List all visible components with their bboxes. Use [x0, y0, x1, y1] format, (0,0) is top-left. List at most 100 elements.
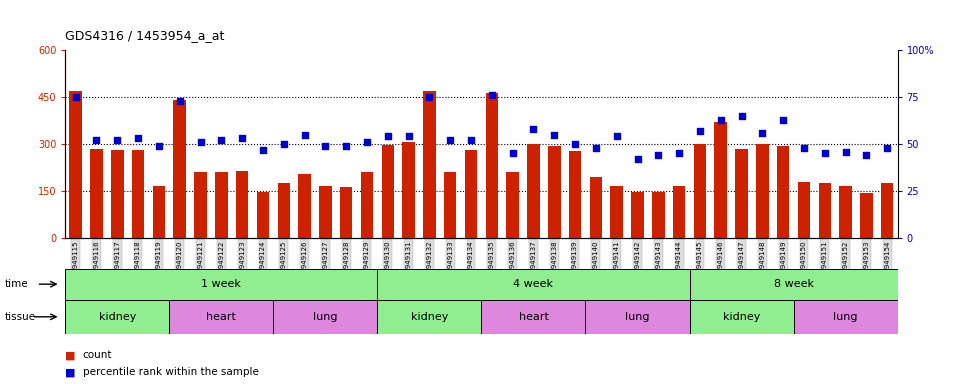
- Bar: [486, 93, 498, 238]
- Point: [796, 145, 811, 151]
- Bar: [689, 300, 794, 334]
- Point: [152, 143, 167, 149]
- Text: heart: heart: [518, 312, 548, 322]
- Bar: [756, 144, 769, 238]
- Bar: [319, 186, 331, 238]
- Point: [609, 133, 624, 139]
- Bar: [215, 172, 228, 238]
- Text: 4 week: 4 week: [514, 279, 554, 289]
- Bar: [548, 146, 561, 238]
- Text: kidney: kidney: [723, 312, 760, 322]
- Bar: [444, 172, 456, 238]
- Point: [193, 139, 208, 145]
- Point: [359, 139, 374, 145]
- Text: tissue: tissue: [5, 312, 36, 322]
- Bar: [819, 183, 831, 238]
- Bar: [507, 172, 519, 238]
- Bar: [881, 183, 894, 238]
- Bar: [111, 150, 124, 238]
- Point: [131, 135, 146, 141]
- Bar: [274, 300, 377, 334]
- Text: lung: lung: [833, 312, 858, 322]
- Point: [339, 143, 354, 149]
- Bar: [174, 100, 186, 238]
- Text: ■: ■: [65, 350, 80, 360]
- Text: kidney: kidney: [99, 312, 136, 322]
- Text: count: count: [83, 350, 112, 360]
- Point: [276, 141, 292, 147]
- Point: [733, 113, 749, 119]
- Point: [255, 147, 271, 153]
- Bar: [569, 151, 582, 238]
- Bar: [735, 149, 748, 238]
- Bar: [277, 183, 290, 238]
- Bar: [236, 170, 249, 238]
- Point: [172, 98, 187, 104]
- Point: [109, 137, 125, 143]
- Bar: [69, 91, 82, 238]
- Bar: [169, 300, 274, 334]
- Text: ■: ■: [65, 367, 80, 377]
- Point: [297, 132, 312, 138]
- Bar: [589, 177, 602, 238]
- Point: [526, 126, 541, 132]
- Point: [89, 137, 105, 143]
- Bar: [689, 269, 898, 300]
- Bar: [839, 186, 852, 238]
- Text: lung: lung: [313, 312, 338, 322]
- Point: [630, 156, 645, 162]
- Bar: [632, 192, 644, 238]
- Point: [68, 94, 84, 100]
- Point: [214, 137, 229, 143]
- Bar: [794, 300, 898, 334]
- Text: GDS4316 / 1453954_a_at: GDS4316 / 1453954_a_at: [65, 29, 225, 42]
- Bar: [673, 186, 685, 238]
- Bar: [65, 300, 169, 334]
- Bar: [153, 186, 165, 238]
- Point: [879, 145, 895, 151]
- Point: [858, 152, 874, 158]
- Point: [692, 128, 708, 134]
- Point: [234, 135, 250, 141]
- Point: [421, 94, 437, 100]
- Bar: [402, 142, 415, 238]
- Bar: [256, 192, 269, 238]
- Point: [505, 151, 520, 157]
- Point: [651, 152, 666, 158]
- Bar: [90, 149, 103, 238]
- Point: [755, 130, 770, 136]
- Bar: [299, 174, 311, 238]
- Point: [776, 116, 791, 122]
- Bar: [714, 122, 727, 238]
- Point: [464, 137, 479, 143]
- Text: 1 week: 1 week: [202, 279, 241, 289]
- Bar: [798, 182, 810, 238]
- Text: lung: lung: [625, 312, 650, 322]
- Point: [443, 137, 458, 143]
- Bar: [377, 269, 689, 300]
- Bar: [65, 269, 377, 300]
- Bar: [611, 186, 623, 238]
- Point: [318, 143, 333, 149]
- Bar: [860, 193, 873, 238]
- Text: time: time: [5, 279, 29, 289]
- Point: [671, 151, 686, 157]
- Bar: [194, 172, 206, 238]
- Bar: [361, 172, 373, 238]
- Text: percentile rank within the sample: percentile rank within the sample: [83, 367, 258, 377]
- Bar: [340, 187, 352, 238]
- Bar: [586, 300, 689, 334]
- Point: [380, 133, 396, 139]
- Bar: [652, 192, 664, 238]
- Bar: [381, 145, 394, 238]
- Bar: [465, 150, 477, 238]
- Bar: [694, 144, 707, 238]
- Bar: [527, 144, 540, 238]
- Point: [484, 92, 499, 98]
- Text: 8 week: 8 week: [774, 279, 813, 289]
- Bar: [482, 300, 586, 334]
- Bar: [423, 91, 436, 238]
- Point: [713, 116, 729, 122]
- Point: [838, 149, 853, 155]
- Point: [546, 132, 562, 138]
